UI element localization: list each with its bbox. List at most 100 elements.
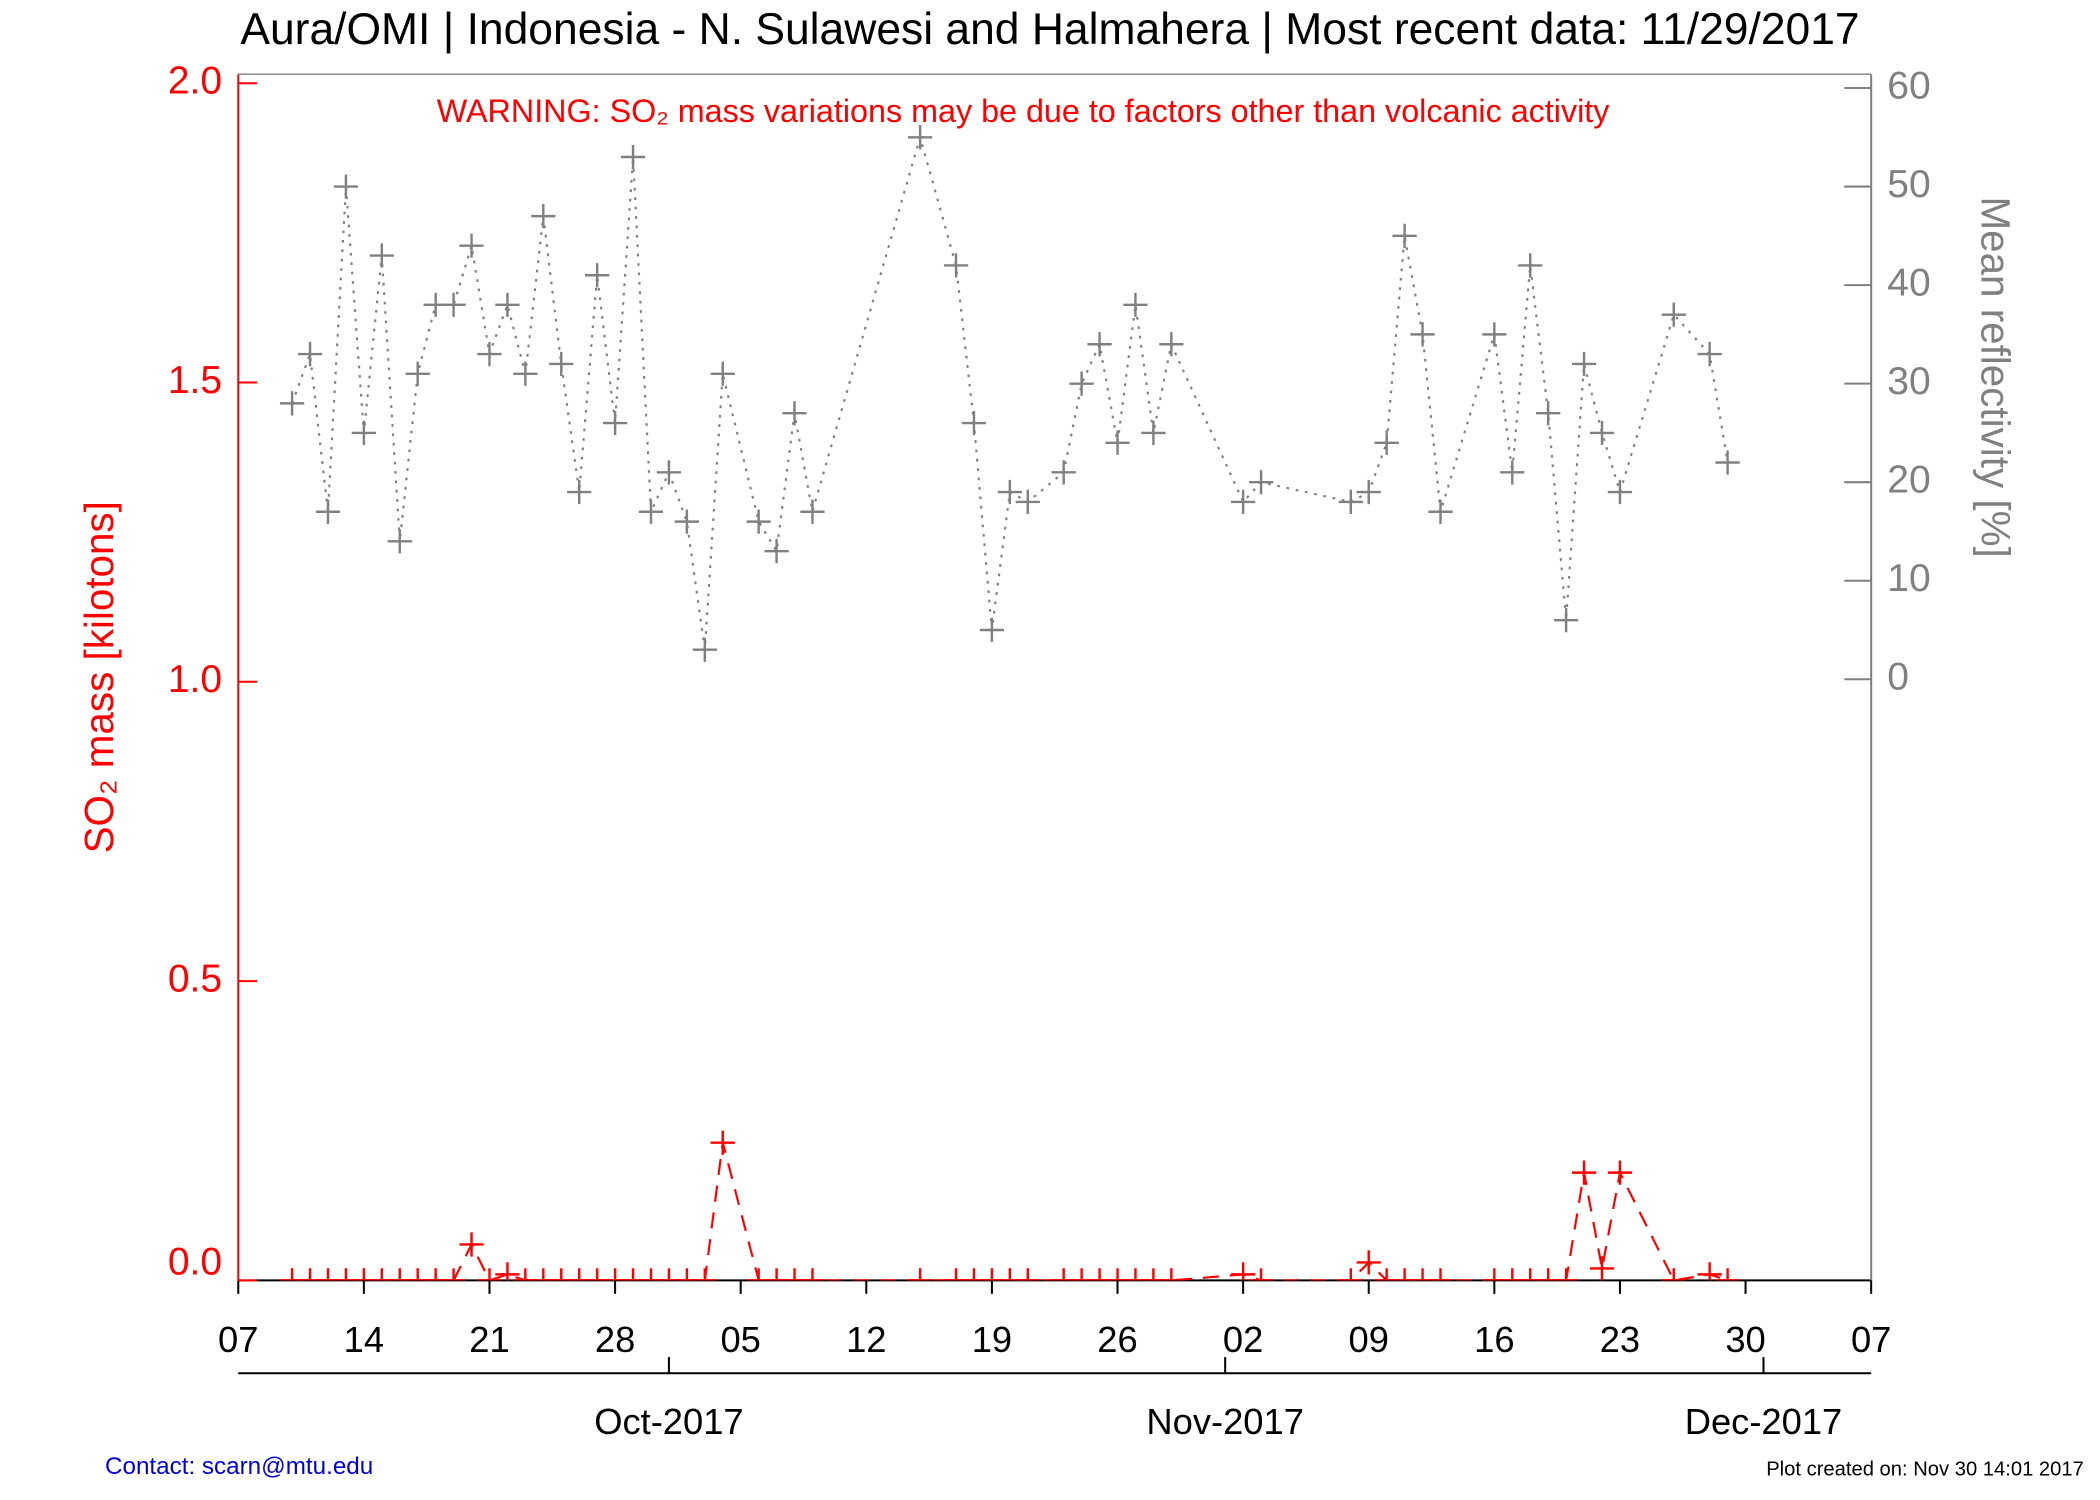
x-tick-label: 02 [1223, 1319, 1263, 1360]
y-tick-label: 1.0 [168, 658, 222, 701]
point-marker [1571, 351, 1597, 377]
point-marker [1697, 1262, 1722, 1281]
x-tick-label: 09 [1349, 1319, 1389, 1360]
y2-tick-label: 0 [1887, 656, 1909, 699]
point-marker [333, 174, 359, 199]
point-marker [656, 460, 682, 485]
point-marker [997, 1268, 1022, 1281]
point-marker [979, 617, 1005, 643]
point-marker [1248, 470, 1274, 495]
x2-tick-label: Dec-2017 [1685, 1401, 1843, 1442]
point-marker [1069, 1268, 1094, 1281]
point-marker [961, 1268, 987, 1281]
x2-tick-label: Nov-2017 [1146, 1401, 1304, 1442]
point-marker [477, 341, 502, 367]
point-marker [441, 292, 466, 317]
point-marker [1661, 1268, 1686, 1281]
point-marker [369, 1268, 394, 1281]
x-tick-label: 07 [1851, 1319, 1891, 1360]
point-marker [1571, 1160, 1597, 1185]
point-marker [459, 233, 484, 258]
contact: Contact: scarn@mtu.edu [105, 1453, 373, 1480]
point-marker [674, 1268, 699, 1281]
point-marker [1410, 322, 1435, 347]
x-tick-label: 07 [218, 1319, 258, 1360]
point-marker [746, 509, 771, 534]
point-marker [1607, 479, 1633, 505]
point-marker [602, 410, 628, 436]
point-marker [1589, 1256, 1615, 1281]
point-marker [943, 1268, 969, 1281]
point-marker [1518, 253, 1543, 278]
point-marker [1051, 460, 1076, 485]
point-marker [1661, 302, 1686, 327]
point-marker [710, 361, 735, 386]
point-marker [1715, 1268, 1740, 1281]
x-tick-label: 16 [1474, 1319, 1514, 1360]
point-marker [1482, 322, 1507, 347]
point-marker [746, 1268, 771, 1281]
y2-tick-label: 30 [1887, 360, 1930, 403]
point-marker [674, 509, 699, 534]
point-marker [1607, 1160, 1633, 1185]
point-marker [1123, 1268, 1148, 1281]
point-marker [1518, 1268, 1543, 1281]
point-marker [764, 539, 789, 564]
point-marker [1500, 460, 1525, 485]
point-marker [1141, 1268, 1166, 1281]
point-marker [1356, 1250, 1381, 1275]
point-marker [279, 391, 305, 416]
point-marker [423, 1268, 448, 1281]
x-tick-label: 05 [720, 1319, 760, 1360]
created-note: Plot created on: Nov 30 14:01 2017 [1766, 1459, 2084, 1481]
point-marker [387, 1268, 412, 1281]
point-marker [387, 529, 412, 554]
point-marker [477, 1268, 502, 1281]
point-marker [764, 1268, 789, 1281]
point-marker [585, 1268, 610, 1281]
point-marker [1141, 420, 1166, 446]
point-marker [710, 1130, 735, 1155]
point-marker [567, 479, 592, 505]
point-marker [1356, 479, 1381, 505]
y2-tick-label: 40 [1887, 261, 1930, 304]
point-marker [1428, 1268, 1453, 1281]
point-marker [602, 1268, 628, 1281]
point-marker [656, 1268, 682, 1281]
point-marker [513, 1268, 538, 1281]
point-marker [459, 1232, 484, 1257]
point-marker [297, 341, 323, 367]
point-marker [1105, 1268, 1130, 1281]
point-marker [1428, 499, 1453, 524]
point-marker [1123, 292, 1148, 317]
point-marker [620, 144, 646, 170]
point-marker [1069, 371, 1094, 396]
point-marker [1536, 1268, 1561, 1281]
point-marker [961, 410, 987, 436]
y2-tick-label: 50 [1887, 163, 1930, 206]
point-marker [620, 1268, 646, 1281]
point-marker [1159, 332, 1184, 357]
point-marker [495, 1262, 520, 1281]
point-marker [1392, 1268, 1417, 1281]
point-marker [1482, 1268, 1507, 1281]
x-tick-label: 28 [595, 1319, 635, 1360]
point-marker [638, 1268, 664, 1281]
point-marker [1338, 489, 1363, 515]
point-marker [1374, 1268, 1399, 1281]
point-marker [279, 1268, 305, 1281]
y2-tick-label: 60 [1887, 64, 1930, 107]
point-marker [531, 204, 556, 229]
point-marker [549, 1268, 574, 1281]
warning: WARNING: SO₂ mass variations may be due … [437, 93, 1611, 129]
y-tick-label: 2.0 [168, 60, 222, 103]
point-marker [585, 263, 610, 288]
point-marker [495, 292, 520, 317]
point-marker [782, 401, 807, 426]
point-marker [1554, 1268, 1579, 1281]
point-marker [315, 499, 341, 524]
point-marker [1536, 401, 1561, 426]
y-tick-label: 0.0 [168, 1241, 222, 1284]
point-marker [1087, 332, 1112, 357]
